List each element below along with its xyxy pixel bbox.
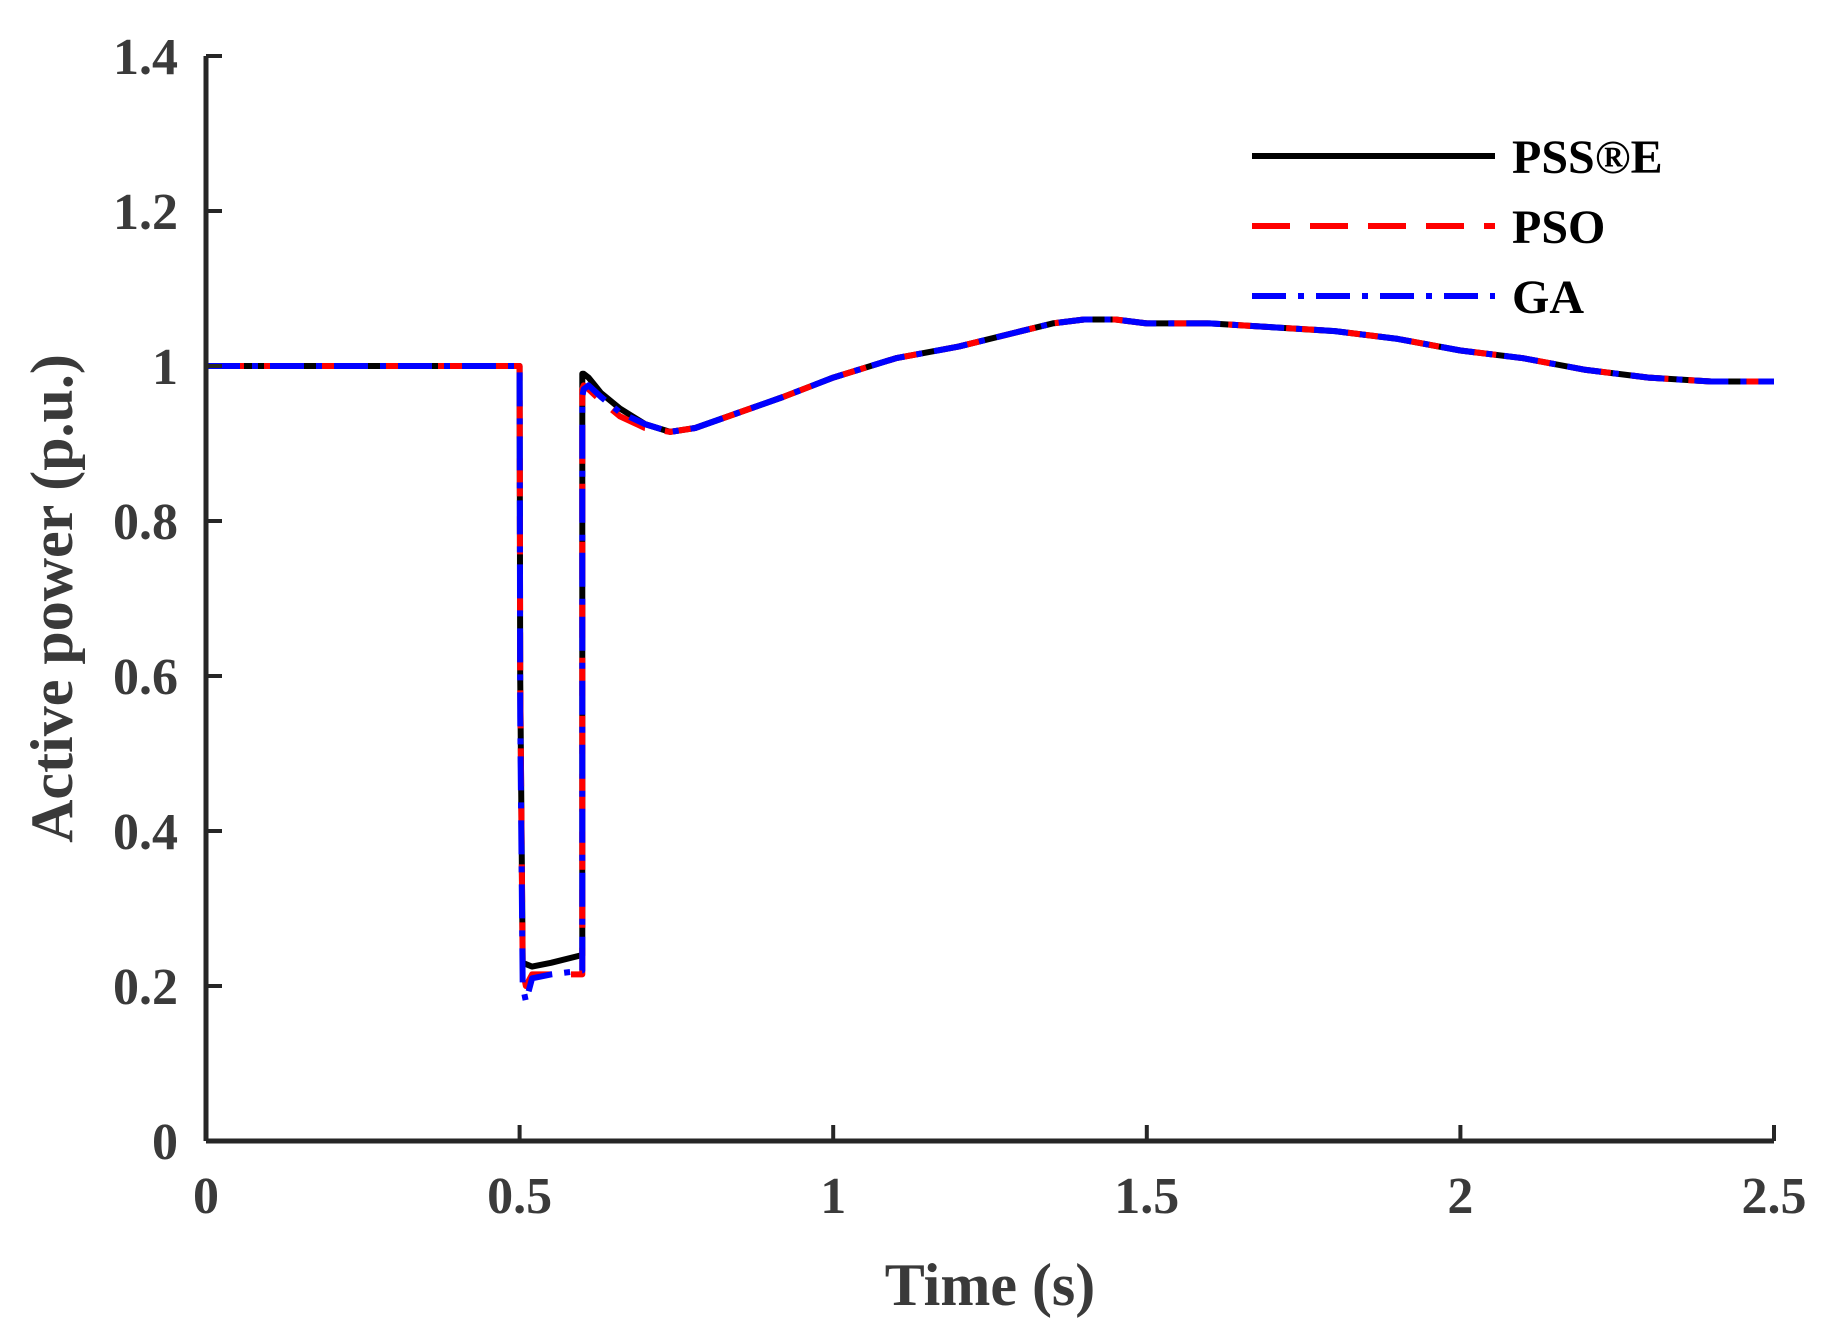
y-tick-label: 0.2 bbox=[113, 959, 178, 1016]
y-tick-label: 1.2 bbox=[113, 184, 178, 241]
x-tick-label: 1 bbox=[820, 1168, 846, 1225]
series-layer bbox=[206, 316, 1774, 1005]
series-line-pso bbox=[206, 316, 1774, 989]
x-tick-label: 2.5 bbox=[1742, 1168, 1807, 1225]
legend-label: GA bbox=[1512, 271, 1584, 324]
y-tick-label: 0.4 bbox=[113, 804, 178, 861]
y-tick-label: 0.8 bbox=[113, 494, 178, 551]
series-line-ga bbox=[206, 316, 1774, 1005]
y-tick-label: 1.4 bbox=[113, 29, 178, 86]
x-tick-label: 2 bbox=[1447, 1168, 1473, 1225]
axes-layer bbox=[203, 56, 1774, 1144]
x-tick-label: 0.5 bbox=[487, 1168, 552, 1225]
x-axis-label: Time (s) bbox=[885, 1252, 1096, 1318]
legend: PSS®E PSO GA bbox=[1252, 131, 1663, 324]
y-tick-label: 0.6 bbox=[113, 649, 178, 706]
series-line-pss-e bbox=[206, 316, 1774, 970]
y-axis-label: Active power (p.u.) bbox=[19, 354, 85, 843]
x-tick-label: 0 bbox=[193, 1168, 219, 1225]
x-tick-label: 1.5 bbox=[1114, 1168, 1179, 1225]
y-tick-label: 1 bbox=[152, 339, 178, 396]
legend-label: PSO bbox=[1512, 201, 1605, 254]
ticks-layer: 0 0.5 1 1.5 2 2.5 0 0.2 0.4 0.6 0.8 1 1.2 1.4 bbox=[113, 29, 1807, 1225]
legend-label: PSS®E bbox=[1512, 131, 1663, 184]
y-tick-label: 0 bbox=[152, 1114, 178, 1171]
